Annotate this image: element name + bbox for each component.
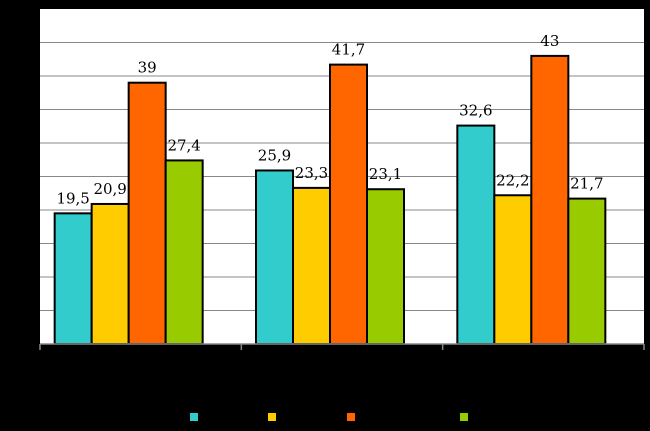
bar [530, 54, 570, 346]
bar [366, 188, 405, 345]
data-label: 32,6 [459, 102, 492, 120]
bar [53, 212, 93, 345]
data-label: 23,3 [295, 164, 328, 182]
legend-marker [460, 413, 468, 421]
x-axis [39, 343, 645, 350]
data-label: 22,2 [496, 171, 529, 189]
bar [90, 202, 130, 345]
data-label: 23,1 [369, 165, 402, 183]
legend-marker [190, 413, 198, 421]
data-label: 19,5 [56, 189, 89, 207]
bar [127, 81, 167, 345]
bar [329, 63, 368, 346]
data-label: 39 [138, 59, 157, 77]
bar [567, 197, 607, 345]
data-label: 41,7 [332, 41, 365, 59]
data-label: 43 [540, 32, 559, 50]
data-label: 27,4 [167, 136, 200, 154]
bar [255, 169, 294, 345]
data-label: 20,9 [93, 180, 126, 198]
bar [292, 186, 331, 345]
legend [190, 413, 468, 421]
legend-marker [268, 413, 276, 421]
data-labels: 19,520,9 39 27,4 25,923,3 41,7 23,1 32,6 22,2 43… [56, 32, 603, 207]
data-label: 25,9 [258, 146, 291, 164]
data-label: 21,7 [570, 175, 603, 193]
legend-marker [347, 413, 355, 421]
bar [493, 194, 533, 345]
bar [164, 159, 204, 345]
bar [456, 124, 496, 345]
bars [53, 54, 607, 346]
